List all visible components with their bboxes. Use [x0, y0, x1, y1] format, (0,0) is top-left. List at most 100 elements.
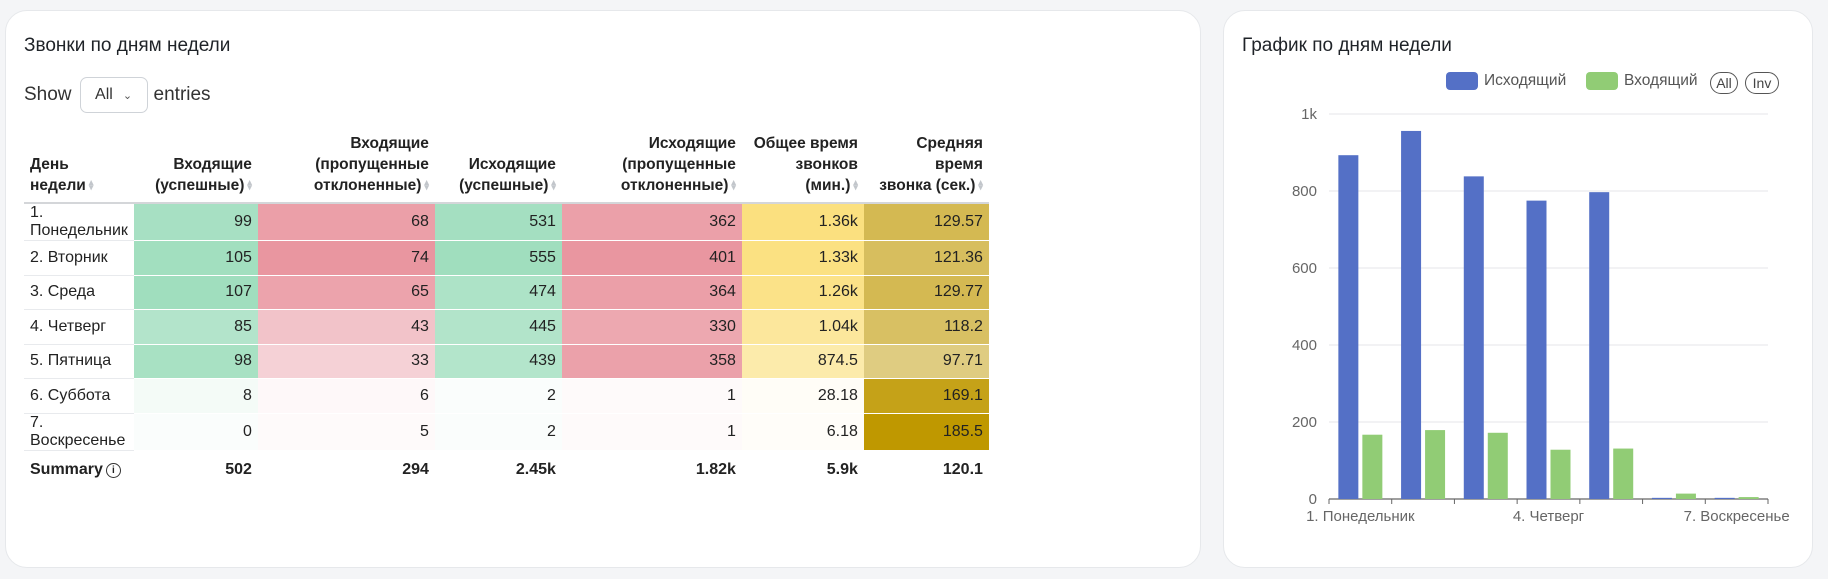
value-cell-total-min: 1.36k: [741, 202, 864, 241]
table-row: 5. Пятница 98 33 439 358 874.5 97.71: [24, 344, 989, 379]
chevron-down-icon: ⌄: [122, 89, 133, 102]
value-cell-inc-missed: 43: [257, 309, 435, 345]
summary-value-total-min: 5.9k: [741, 449, 864, 489]
column-header-out-missed[interactable]: Исходящие (пропущенные отклоненные) ▴ ▾: [562, 133, 742, 203]
value-cell-inc-ok: 98: [133, 344, 258, 379]
summary-row: Summary i 502 294 2.45k 1.82k 5.9k 120.1: [24, 449, 989, 489]
value-cell-inc-ok: 105: [133, 240, 258, 276]
value-cell-out-missed: 330: [561, 309, 742, 345]
bar-chart: 0 200 400 600 800 1k 1. Понедельник 4. Четверг 7…: [1292, 106, 1790, 525]
column-header-text: звонков (мин.): [795, 156, 858, 194]
day-cell: 1. Понедельник: [24, 202, 134, 241]
table-row: 4. Четверг 85 43 445 330 1.04k 118.2: [24, 309, 989, 345]
column-header-out-ok[interactable]: Исходящие (успешные) ▴ ▾: [435, 133, 562, 203]
value-cell-inc-missed: 65: [257, 275, 435, 310]
value-cell-avg-sec: 169.1: [863, 378, 989, 414]
table-row: 2. Вторник 105 74 555 401 1.33k 121.36: [24, 240, 989, 276]
table-body: 1. Понедельник 99 68 531 362 1.36k 129.57 2. Вт…: [24, 202, 989, 451]
value-cell-inc-missed: 5: [257, 413, 435, 451]
day-cell: 3. Среда: [24, 275, 134, 310]
legend-inv-button[interactable]: Inv: [1745, 72, 1779, 94]
column-header-text: Средняя время: [916, 135, 983, 173]
column-header-text: отклоненные): [313, 177, 422, 194]
value-cell-avg-sec: 97.71: [863, 344, 989, 379]
value-cell-inc-ok: 99: [133, 202, 258, 241]
value-cell-inc-ok: 0: [133, 413, 258, 451]
column-header-text: отклоненные): [620, 177, 729, 194]
value-cell-avg-sec: 129.57: [863, 202, 989, 241]
value-cell-total-min: 6.18: [741, 413, 864, 451]
table-row: 6. Суббота 8 6 2 1 28.18 169.1: [24, 378, 989, 414]
summary-value-inc-ok: 502: [133, 449, 258, 489]
bar-outgoing: [1589, 192, 1610, 499]
summary-value-avg-sec: 120.1: [863, 449, 989, 489]
y-tick-label: 200: [1292, 414, 1317, 431]
entries-select[interactable]: All ⌄: [79, 77, 148, 113]
calls-table: День недели ▴ ▾ Входящие (успешные) ▴ ▾ Входящи…: [24, 133, 989, 489]
value-cell-out-ok: 531: [434, 202, 562, 241]
y-tick-label: 0: [1309, 491, 1317, 508]
column-header-text: Исходящие: [648, 135, 736, 152]
value-cell-out-missed: 364: [561, 275, 742, 310]
entries-label: entries: [153, 84, 211, 105]
summary-value-out-ok: 2.45k: [434, 449, 562, 489]
value-cell-out-missed: 1: [561, 413, 742, 451]
value-cell-out-missed: 1: [561, 378, 742, 414]
value-cell-total-min: 874.5: [741, 344, 864, 379]
table-row: 3. Среда 107 65 474 364 1.26k 129.77: [24, 275, 989, 310]
table-card-title: Звонки по дням недели: [24, 35, 231, 56]
value-cell-inc-ok: 85: [133, 309, 258, 345]
legend-swatch-incoming: [1586, 72, 1618, 90]
column-header-text: Входящие: [173, 156, 252, 173]
day-cell: 7. Воскресенье: [24, 413, 134, 451]
value-cell-out-ok: 445: [434, 309, 562, 345]
day-cell: 2. Вторник: [24, 240, 134, 276]
legend-label-incoming: Входящий: [1624, 72, 1698, 89]
day-cell: 4. Четверг: [24, 309, 134, 345]
sort-icon: ▴ ▾: [424, 177, 429, 192]
x-tick-label: 7. Воскресенье: [1684, 508, 1790, 525]
column-header-text: Общее время: [753, 135, 858, 152]
info-icon[interactable]: i: [105, 462, 121, 478]
sort-icon: ▴ ▾: [551, 177, 556, 192]
column-header-inc-ok[interactable]: Входящие (успешные) ▴ ▾: [134, 133, 258, 203]
legend-all-button[interactable]: All: [1710, 72, 1738, 94]
table-row: 1. Понедельник 99 68 531 362 1.36k 129.57: [24, 202, 989, 241]
y-tick-label: 400: [1292, 337, 1317, 354]
value-cell-avg-sec: 121.36: [863, 240, 989, 276]
column-header-inc-missed[interactable]: Входящие (пропущенные отклоненные) ▴ ▾: [258, 133, 435, 203]
summary-label-text: Summary: [30, 460, 103, 478]
value-cell-avg-sec: 118.2: [863, 309, 989, 345]
y-tick-label: 600: [1292, 260, 1317, 277]
value-cell-out-ok: 555: [434, 240, 562, 276]
column-header-text: (пропущенные: [315, 156, 429, 173]
value-cell-out-ok: 2: [434, 378, 562, 414]
sort-icon: ▴ ▾: [88, 177, 94, 192]
column-header-text: Входящие: [350, 135, 429, 152]
table-header-row: День недели ▴ ▾ Входящие (успешные) ▴ ▾ Входящи…: [24, 133, 989, 203]
legend-item-outgoing[interactable]: Исходящий: [1446, 72, 1566, 90]
value-cell-out-ok: 439: [434, 344, 562, 379]
value-cell-out-ok: 474: [434, 275, 562, 310]
y-tick-label: 800: [1292, 183, 1317, 200]
bar-incoming: [1675, 493, 1696, 499]
legend-item-incoming[interactable]: Входящий: [1586, 72, 1698, 90]
entries-control: Show All ⌄ entries: [24, 77, 211, 113]
column-header-text: (успешные): [459, 177, 549, 194]
column-header-total-min[interactable]: Общее время звонков (мин.) ▴ ▾: [742, 133, 864, 203]
value-cell-inc-missed: 74: [257, 240, 435, 276]
show-label: Show: [24, 84, 72, 105]
sort-icon: ▴ ▾: [978, 177, 983, 192]
column-header-day[interactable]: День недели ▴ ▾: [24, 133, 134, 203]
bar-incoming: [1362, 434, 1383, 499]
day-cell: 6. Суббота: [24, 378, 134, 414]
column-header-text: Исходящие: [468, 156, 556, 173]
value-cell-out-missed: 358: [561, 344, 742, 379]
value-cell-inc-missed: 68: [257, 202, 435, 241]
legend-swatch-outgoing: [1446, 72, 1478, 90]
value-cell-inc-missed: 33: [257, 344, 435, 379]
bar-incoming: [1738, 497, 1759, 499]
bar-incoming: [1425, 430, 1446, 499]
column-header-avg-sec[interactable]: Средняя время звонка (сек.) ▴ ▾: [864, 133, 989, 203]
y-tick-label: 1k: [1301, 106, 1317, 123]
